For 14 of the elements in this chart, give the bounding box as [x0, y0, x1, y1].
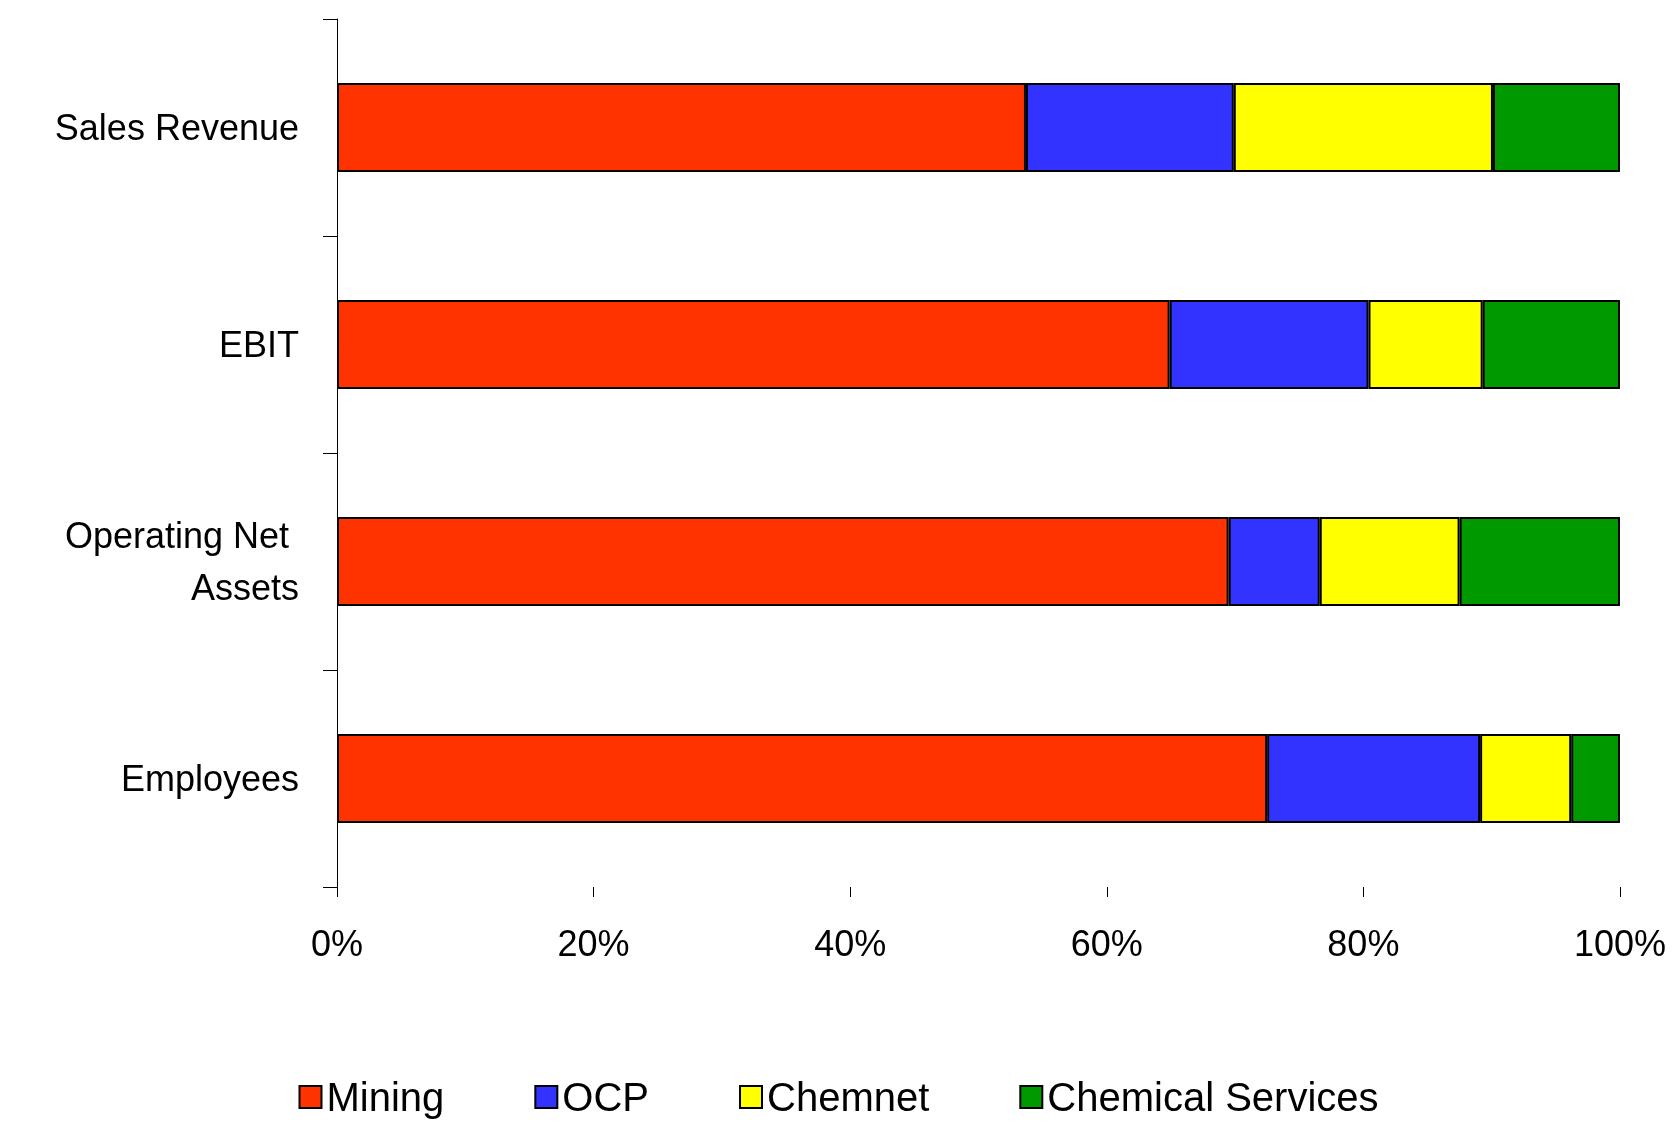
legend-label: OCP: [562, 1075, 650, 1119]
x-tick-label: 20%: [557, 922, 630, 964]
x-tick-label: 80%: [1327, 922, 1400, 964]
x-tick-label: 60%: [1070, 922, 1143, 964]
x-tick-label: 100%: [1573, 922, 1666, 964]
legend-label: Chemical Services: [1047, 1075, 1379, 1119]
y-tick-label: Employees: [120, 758, 299, 799]
y-tick-label: Sales Revenue: [54, 107, 299, 148]
x-tick-label: 40%: [814, 922, 887, 964]
x-tick-label: 0%: [310, 922, 364, 964]
legend-label: Mining: [326, 1075, 445, 1119]
legend-label: Chemnet: [767, 1075, 930, 1119]
y-tick-label: EBIT: [218, 324, 300, 365]
y-tick-label: Operating Net Assets: [64, 515, 299, 608]
